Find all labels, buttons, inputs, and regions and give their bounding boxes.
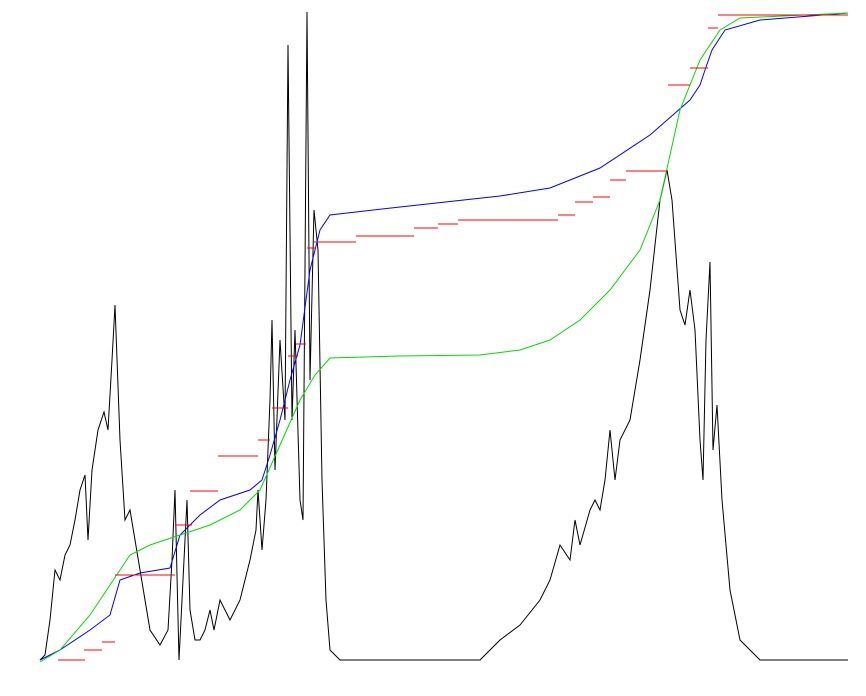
series-line	[39, 12, 849, 661]
series-line	[39, 11, 848, 661]
series-line	[39, 12, 849, 663]
